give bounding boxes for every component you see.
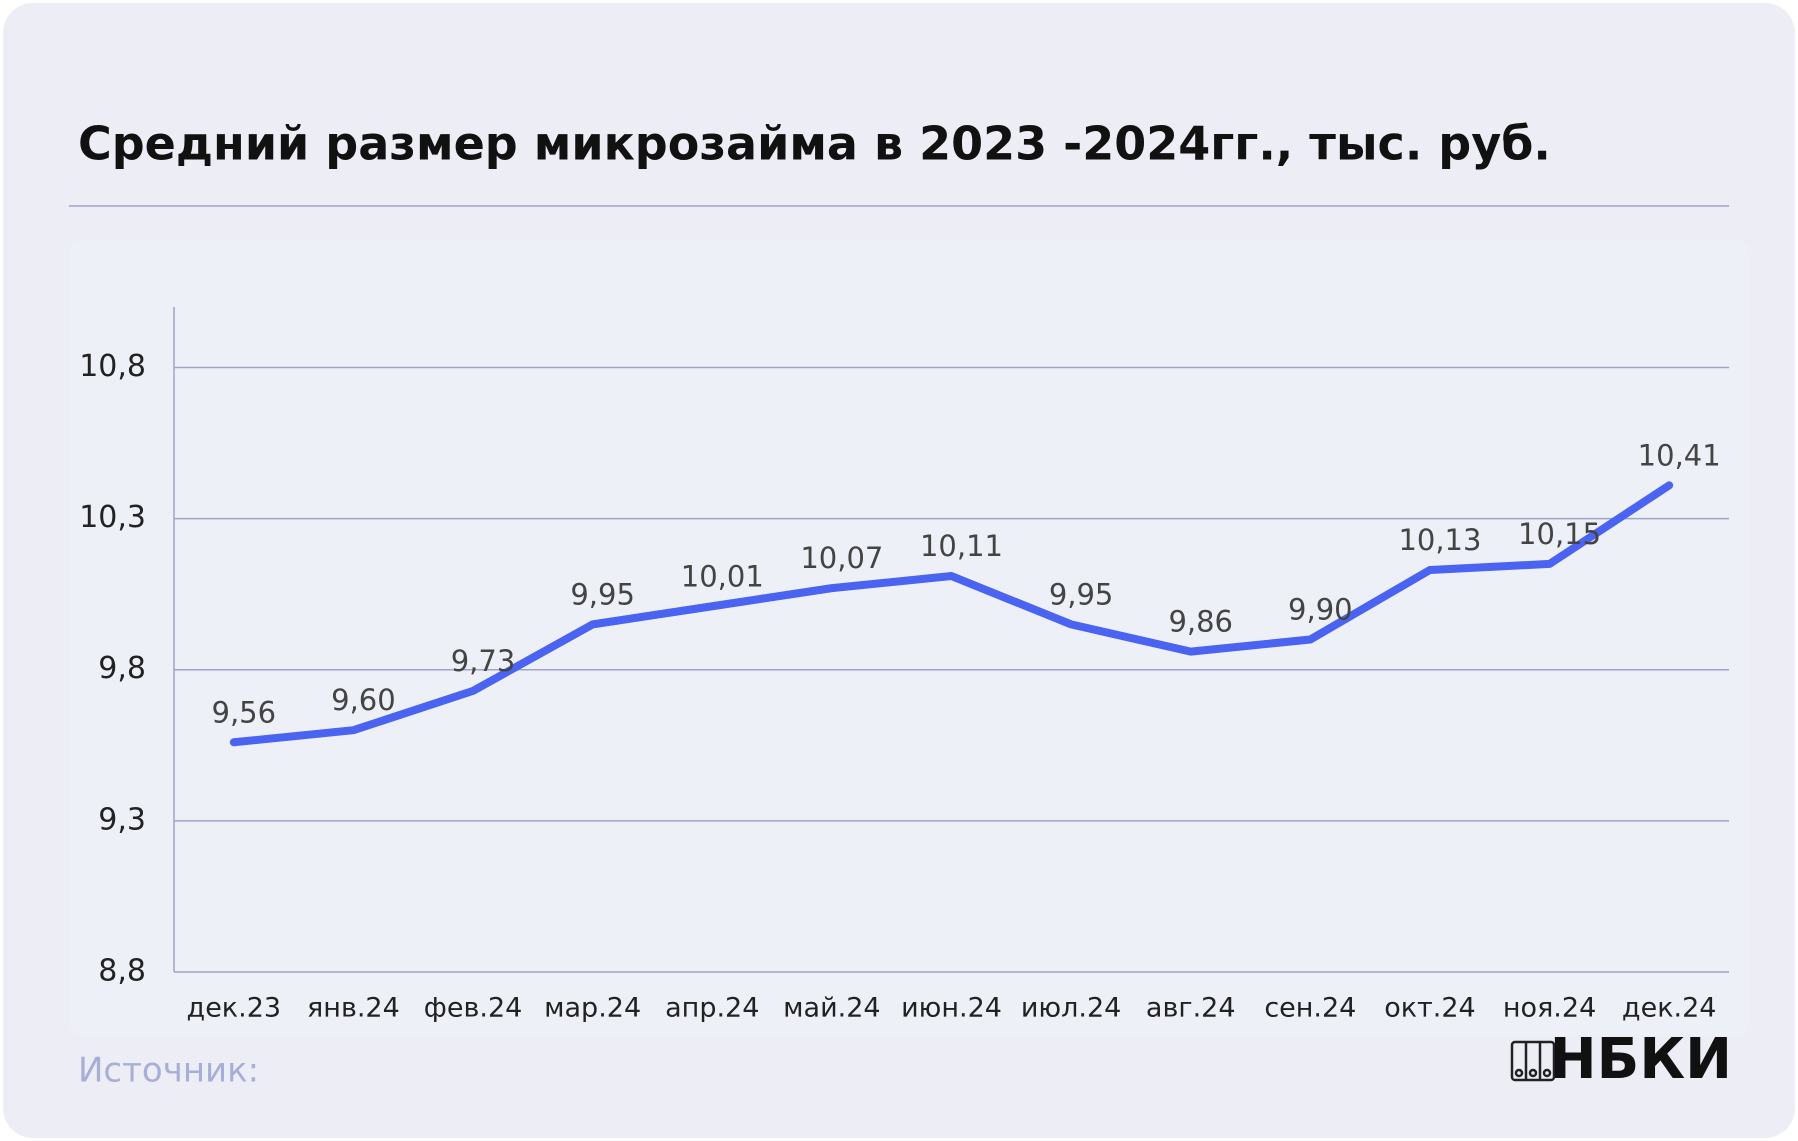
y-tick-label: 10,8 [79,349,146,384]
y-tick-label: 9,3 [98,802,146,837]
x-tick-label: дек.23 [187,993,282,1024]
x-tick-label: дек.24 [1622,993,1717,1024]
logo: НБКИ [1550,1027,1732,1092]
x-tick-label: ноя.24 [1503,993,1596,1024]
x-tick-label: май.24 [783,993,880,1024]
chart-title: Средний размер микрозайма в 2023 -2024гг… [78,117,1551,171]
data-line [229,481,1674,747]
data-label: 9,86 [1168,605,1233,639]
logo-icon [1510,1040,1556,1082]
data-label: 10,41 [1638,438,1721,472]
data-label: 9,60 [331,683,396,717]
y-tick-label: 8,8 [98,954,146,989]
plot-background [69,240,1749,1035]
data-label: 10,11 [920,529,1003,563]
data-label: 9,95 [570,577,635,611]
x-tick-label: авг.24 [1146,993,1236,1024]
y-tick-label: 10,3 [79,500,146,535]
data-label: 9,95 [1049,577,1114,611]
x-tick-label: сен.24 [1264,993,1356,1024]
data-label: 10,01 [681,559,764,593]
data-label: 9,56 [212,695,277,729]
x-tick-label: мар.24 [544,993,641,1024]
data-label: 10,15 [1518,517,1601,551]
data-label: 10,07 [800,541,883,575]
x-tick-label: апр.24 [665,993,759,1024]
source-label: Источник: [78,1051,259,1091]
x-tick-label: янв.24 [307,993,400,1024]
data-label: 10,13 [1398,523,1481,557]
x-tick-label: фев.24 [424,993,523,1024]
x-tick-label: июн.24 [901,993,1002,1024]
y-tick-label: 9,8 [98,651,146,686]
data-label: 9,90 [1288,593,1353,627]
data-label: 9,73 [451,644,516,678]
x-tick-label: июл.24 [1021,993,1121,1024]
x-tick-label: окт.24 [1384,993,1476,1024]
